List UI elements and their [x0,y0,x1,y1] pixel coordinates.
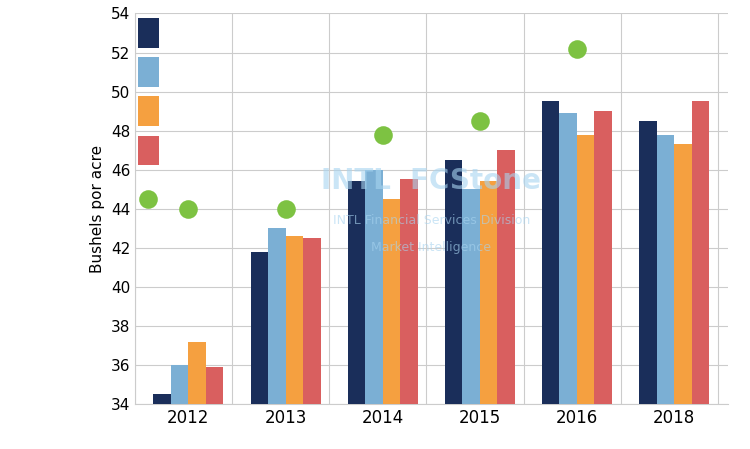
Point [142,195,154,202]
Bar [188,342,206,404]
Bar [445,160,462,404]
Bar [251,252,268,404]
Bar [400,180,418,404]
Y-axis label: Bushels por acre: Bushels por acre [90,145,105,273]
Bar [365,170,382,404]
Bar [303,238,320,404]
Text: Market Intelligence: Market Intelligence [371,242,491,254]
Bar [286,236,303,404]
Bar [656,135,674,404]
Bar [674,144,692,404]
Point [376,131,388,138]
Bar [171,365,188,404]
Bar [382,199,400,404]
Text: INTL Financial Services Division: INTL Financial Services Division [333,214,530,227]
Point [571,45,583,52]
FancyBboxPatch shape [138,136,159,165]
Point [474,117,486,124]
Point [182,205,194,212]
Bar [154,394,171,404]
FancyBboxPatch shape [138,18,159,48]
Bar [268,229,286,404]
Text: INTL  FCStone: INTL FCStone [321,167,542,195]
Bar [542,101,560,404]
Bar [348,181,365,404]
Bar [480,181,497,404]
Bar [692,101,709,404]
Bar [595,111,612,404]
Bar [497,150,514,404]
FancyBboxPatch shape [138,97,159,126]
Bar [206,367,224,404]
Point [280,205,292,212]
FancyBboxPatch shape [138,57,159,87]
Bar [639,121,656,404]
Bar [560,113,577,404]
Bar [462,189,480,404]
Bar [577,135,595,404]
